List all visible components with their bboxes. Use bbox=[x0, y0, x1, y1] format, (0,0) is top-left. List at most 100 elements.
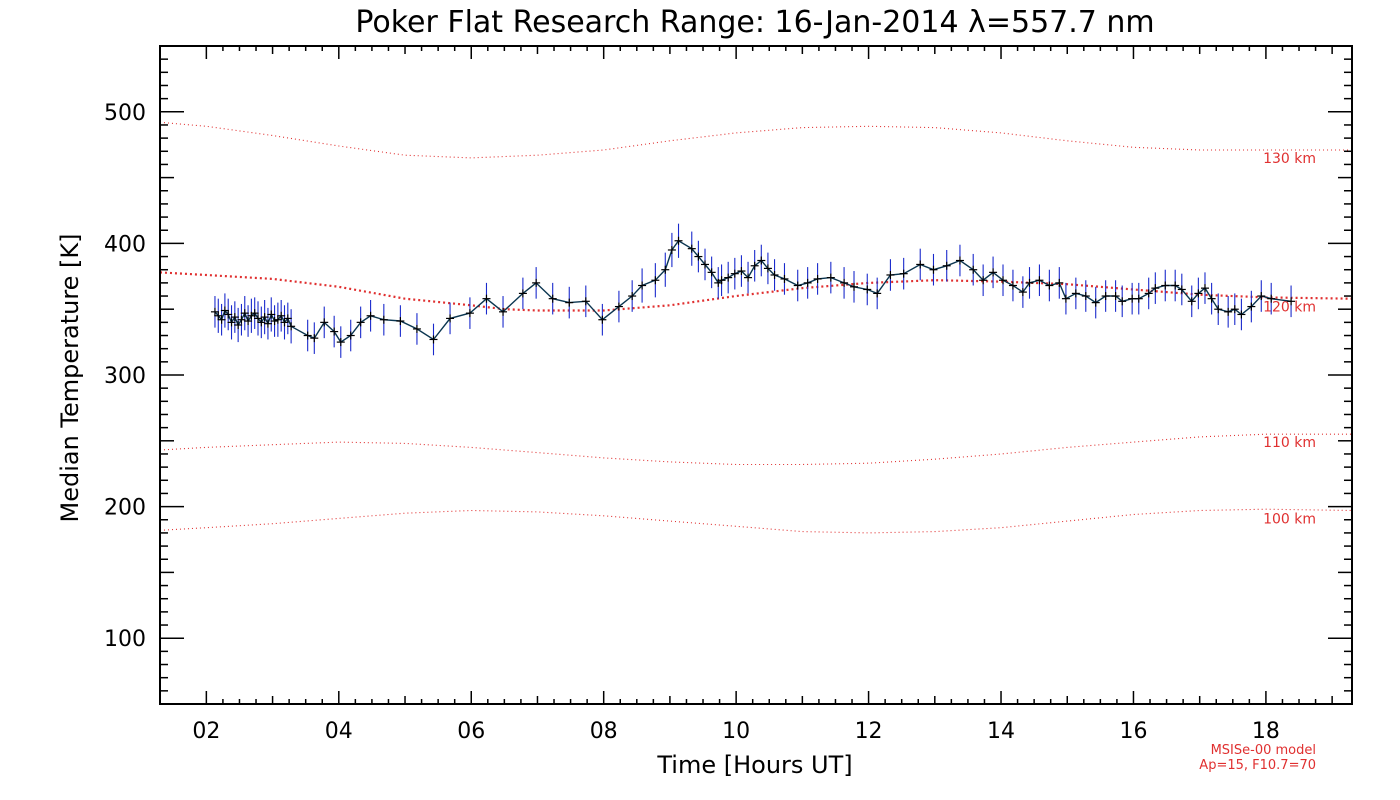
data-point bbox=[234, 320, 243, 329]
data-point bbox=[899, 269, 908, 278]
data-point bbox=[214, 311, 223, 320]
data-point bbox=[674, 236, 683, 245]
data-point bbox=[955, 256, 964, 265]
data-point bbox=[1101, 292, 1110, 301]
data-point bbox=[694, 252, 703, 261]
data-point bbox=[356, 318, 365, 327]
y-tick-label: 500 bbox=[104, 101, 146, 126]
x-tick-label: 14 bbox=[987, 719, 1015, 744]
model-curve-label: 120 km bbox=[1263, 300, 1316, 316]
data-point bbox=[277, 311, 286, 320]
data-point bbox=[227, 318, 236, 327]
data-point bbox=[1025, 278, 1034, 287]
data-point bbox=[757, 256, 766, 265]
data-point bbox=[283, 314, 292, 323]
data-point bbox=[273, 315, 282, 324]
data-point bbox=[330, 327, 339, 336]
data-point bbox=[244, 317, 253, 326]
x-tick-label: 08 bbox=[590, 719, 618, 744]
model-curve-labels: 130 km 120 km 110 km 100 km bbox=[1263, 151, 1316, 528]
data-point bbox=[1118, 297, 1127, 306]
data-point bbox=[969, 265, 978, 274]
data-point bbox=[1071, 289, 1080, 298]
data-point bbox=[1018, 288, 1027, 297]
data-point bbox=[1161, 281, 1170, 290]
data-point bbox=[1287, 297, 1296, 306]
data-point bbox=[217, 315, 226, 324]
data-point bbox=[412, 324, 421, 333]
data-point bbox=[803, 278, 812, 287]
data-point bbox=[446, 314, 455, 323]
x-tick-label: 02 bbox=[192, 719, 220, 744]
data-point bbox=[651, 276, 660, 285]
data-point bbox=[1144, 289, 1153, 298]
model-curves bbox=[159, 121, 1353, 534]
data-point bbox=[379, 315, 388, 324]
data-point bbox=[237, 315, 246, 324]
y-tick-label: 200 bbox=[104, 496, 146, 521]
data-point bbox=[750, 261, 759, 270]
data-point bbox=[230, 313, 239, 322]
y-tick-labels: 100 200 300 400 500 bbox=[104, 101, 146, 652]
measured-series bbox=[210, 223, 1296, 358]
data-point bbox=[366, 311, 375, 320]
data-point bbox=[929, 265, 938, 274]
data-point bbox=[267, 310, 276, 319]
data-point bbox=[873, 289, 882, 298]
data-point bbox=[1091, 298, 1100, 307]
data-point bbox=[628, 292, 637, 301]
data-point bbox=[1187, 297, 1196, 306]
data-point bbox=[1214, 305, 1223, 314]
y-tick-label: 100 bbox=[104, 627, 146, 652]
data-point bbox=[1134, 294, 1143, 303]
data-point bbox=[518, 289, 527, 298]
data-point bbox=[614, 302, 623, 311]
data-point bbox=[346, 331, 355, 340]
data-point bbox=[1171, 281, 1180, 290]
data-point bbox=[942, 261, 951, 270]
x-tick-label: 18 bbox=[1252, 719, 1280, 744]
data-point bbox=[840, 278, 849, 287]
data-point bbox=[1207, 294, 1216, 303]
x-tick-label: 06 bbox=[457, 719, 485, 744]
data-point bbox=[396, 317, 405, 326]
data-point bbox=[1200, 284, 1209, 293]
model-curve bbox=[159, 271, 1353, 312]
model-curve-label: 100 km bbox=[1263, 512, 1316, 528]
model-curve bbox=[159, 508, 1353, 534]
data-point bbox=[667, 245, 676, 254]
data-point bbox=[687, 244, 696, 253]
data-point bbox=[260, 313, 269, 322]
data-point bbox=[744, 273, 753, 282]
data-point bbox=[310, 334, 319, 343]
data-point bbox=[979, 276, 988, 285]
data-point bbox=[250, 309, 259, 318]
data-point bbox=[707, 268, 716, 277]
data-point bbox=[661, 265, 670, 274]
data-point bbox=[263, 319, 272, 328]
data-point bbox=[320, 318, 329, 327]
data-point bbox=[548, 294, 557, 303]
data-point bbox=[770, 270, 779, 279]
data-point bbox=[465, 309, 474, 318]
data-point bbox=[730, 269, 739, 278]
data-point bbox=[886, 270, 895, 279]
data-point bbox=[270, 317, 279, 326]
x-tick-label: 04 bbox=[325, 719, 353, 744]
data-point bbox=[1230, 305, 1239, 314]
data-point bbox=[1081, 292, 1090, 301]
y-tick-label: 300 bbox=[104, 364, 146, 389]
chart-title: Poker Flat Research Range: 16-Jan-2014 λ… bbox=[355, 5, 1154, 40]
data-point bbox=[793, 281, 802, 290]
data-point bbox=[254, 314, 263, 323]
data-point bbox=[916, 260, 925, 269]
data-point bbox=[429, 335, 438, 344]
data-point bbox=[220, 306, 229, 315]
data-point bbox=[1055, 278, 1064, 287]
data-point bbox=[813, 274, 822, 283]
x-tick-label: 10 bbox=[722, 719, 750, 744]
data-point bbox=[1247, 302, 1256, 311]
model-curve-label: 130 km bbox=[1263, 151, 1316, 167]
data-point bbox=[336, 338, 345, 347]
